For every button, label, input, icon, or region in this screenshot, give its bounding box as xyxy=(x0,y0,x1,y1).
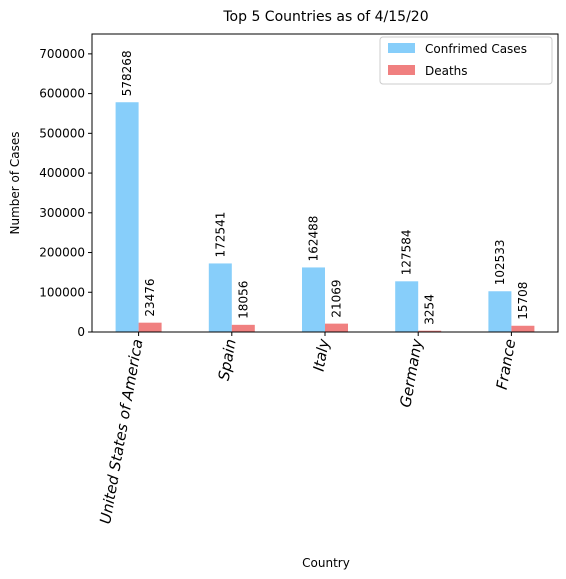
legend-swatch-confirmed xyxy=(388,43,415,53)
chart-title: Top 5 Countries as of 4/15/20 xyxy=(222,9,428,25)
legend-label-deaths: Deaths xyxy=(425,64,468,78)
legend-frame xyxy=(379,36,553,85)
bar-confirmed-0 xyxy=(115,102,139,332)
bars-layer xyxy=(115,102,535,332)
bar-deaths-4 xyxy=(511,325,535,332)
y-tick-label-1: 100000 xyxy=(39,285,85,299)
y-tick-label-2: 200000 xyxy=(39,246,85,260)
plot-frame xyxy=(91,33,559,333)
bar-confirmed-4 xyxy=(488,291,512,332)
x-tick-label-1: Spain xyxy=(215,338,240,382)
bar-deaths-3 xyxy=(418,330,442,332)
bar-deaths-1 xyxy=(231,324,255,332)
label-deaths-1: 18056 xyxy=(236,281,250,319)
label-confirmed-0: 578268 xyxy=(120,50,134,96)
legend-label-confirmed: Confrimed Cases xyxy=(425,42,527,56)
label-deaths-2: 21069 xyxy=(330,279,344,317)
y-axis: 0 100000 200000 300000 400000 500000 600000 700… xyxy=(39,47,92,339)
x-axis: United States of America Spain Italy German… xyxy=(96,332,519,525)
y-tick-label-5: 500000 xyxy=(39,126,85,140)
x-axis-label: Country xyxy=(302,556,350,570)
y-axis-label: Number of Cases xyxy=(8,131,22,234)
y-tick-label-7: 700000 xyxy=(39,47,85,61)
bar-confirmed-1 xyxy=(208,263,232,332)
legend-swatch-deaths xyxy=(388,65,415,75)
bar-labels-layer: 578268 23476 172541 18056 162488 21069 127584 3… xyxy=(120,50,530,324)
bar-deaths-0 xyxy=(138,322,162,332)
x-tick-label-3: Germany xyxy=(396,336,426,408)
x-tick-label-0: United States of America xyxy=(96,338,146,526)
label-deaths-0: 23476 xyxy=(143,278,157,316)
label-confirmed-1: 172541 xyxy=(213,212,227,258)
label-deaths-3: 3254 xyxy=(423,294,437,325)
y-tick-label-3: 300000 xyxy=(39,206,85,220)
bar-confirmed-3 xyxy=(395,281,419,332)
label-deaths-4: 15708 xyxy=(516,282,530,320)
label-confirmed-2: 162488 xyxy=(307,216,321,262)
x-tick-label-4: France xyxy=(493,338,520,391)
bar-deaths-2 xyxy=(325,323,348,332)
y-tick-label-6: 600000 xyxy=(39,87,85,101)
label-confirmed-3: 127584 xyxy=(400,229,414,275)
x-tick-label-2: Italy xyxy=(310,336,334,372)
y-tick-label-0: 0 xyxy=(77,325,85,339)
bar-confirmed-2 xyxy=(302,267,325,332)
y-tick-label-4: 400000 xyxy=(39,166,85,180)
label-confirmed-4: 102533 xyxy=(493,239,507,285)
legend: Confrimed Cases Deaths xyxy=(379,36,553,85)
